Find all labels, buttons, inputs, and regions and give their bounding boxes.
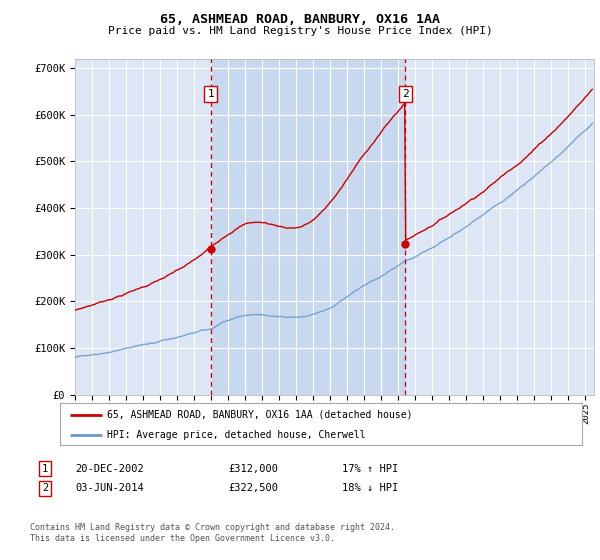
Text: HPI: Average price, detached house, Cherwell: HPI: Average price, detached house, Cher… [107, 430, 365, 440]
Text: £312,000: £312,000 [228, 464, 278, 474]
Bar [211, 59, 406, 395]
Text: Contains HM Land Registry data © Crown copyright and database right 2024.
This d: Contains HM Land Registry data © Crown c… [30, 524, 395, 543]
Text: £322,500: £322,500 [228, 483, 278, 493]
Text: 03-JUN-2014: 03-JUN-2014 [75, 483, 144, 493]
Text: 2: 2 [42, 483, 48, 493]
Text: 65, ASHMEAD ROAD, BANBURY, OX16 1AA (detached house): 65, ASHMEAD ROAD, BANBURY, OX16 1AA (det… [107, 410, 412, 420]
Text: Price paid vs. HM Land Registry's House Price Index (HPI): Price paid vs. HM Land Registry's House … [107, 26, 493, 36]
Text: 20-DEC-2002: 20-DEC-2002 [75, 464, 144, 474]
Text: 17% ↑ HPI: 17% ↑ HPI [342, 464, 398, 474]
Text: 65, ASHMEAD ROAD, BANBURY, OX16 1AA: 65, ASHMEAD ROAD, BANBURY, OX16 1AA [160, 13, 440, 26]
Text: 2: 2 [402, 89, 409, 99]
Text: 1: 1 [207, 89, 214, 99]
Text: 1: 1 [42, 464, 48, 474]
Text: 18% ↓ HPI: 18% ↓ HPI [342, 483, 398, 493]
